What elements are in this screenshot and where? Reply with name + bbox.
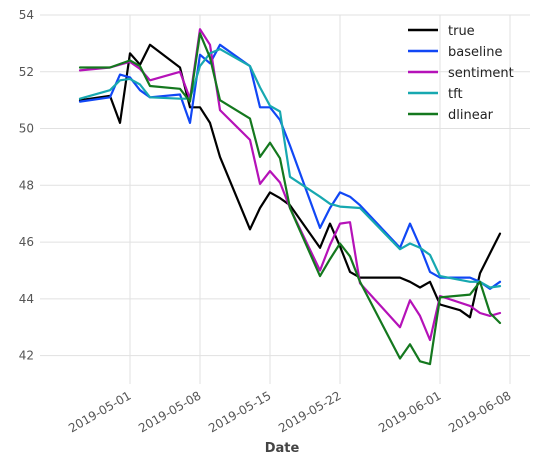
x-tick-label: 2019-05-08 <box>136 388 203 435</box>
x-axis-label: Date <box>265 441 300 456</box>
y-tick-label: 52 <box>19 65 34 79</box>
legend: true baseline sentiment tft dlinear <box>408 24 514 123</box>
legend-label-dlinear: dlinear <box>448 108 494 123</box>
x-tick-label: 2019-05-22 <box>276 388 343 435</box>
legend-label-sentiment: sentiment <box>448 66 514 81</box>
y-tick-label: 46 <box>19 235 34 249</box>
x-axis-ticks: 2019-05-01 2019-05-08 2019-05-15 2019-05-22… <box>66 388 513 435</box>
plot-area <box>40 15 530 384</box>
y-tick-label: 44 <box>19 292 34 306</box>
x-tick-label: 2019-06-01 <box>376 388 443 435</box>
series-lines <box>78 28 502 366</box>
series-line-tft <box>78 47 502 289</box>
y-tick-label: 42 <box>19 349 34 363</box>
y-tick-label: 54 <box>19 8 34 22</box>
y-tick-label: 50 <box>19 122 34 136</box>
y-axis-ticks: 42 44 46 48 50 52 54 <box>19 8 34 363</box>
legend-label-baseline: baseline <box>448 45 502 60</box>
x-tick-label: 2019-05-01 <box>66 388 133 435</box>
x-tick-label: 2019-06-08 <box>446 388 513 435</box>
y-tick-label: 48 <box>19 178 34 192</box>
x-tick-label: 2019-05-15 <box>206 388 273 435</box>
series-line-dlinear <box>78 32 502 366</box>
legend-label-tft: tft <box>448 87 463 102</box>
legend-label-true: true <box>448 24 475 39</box>
